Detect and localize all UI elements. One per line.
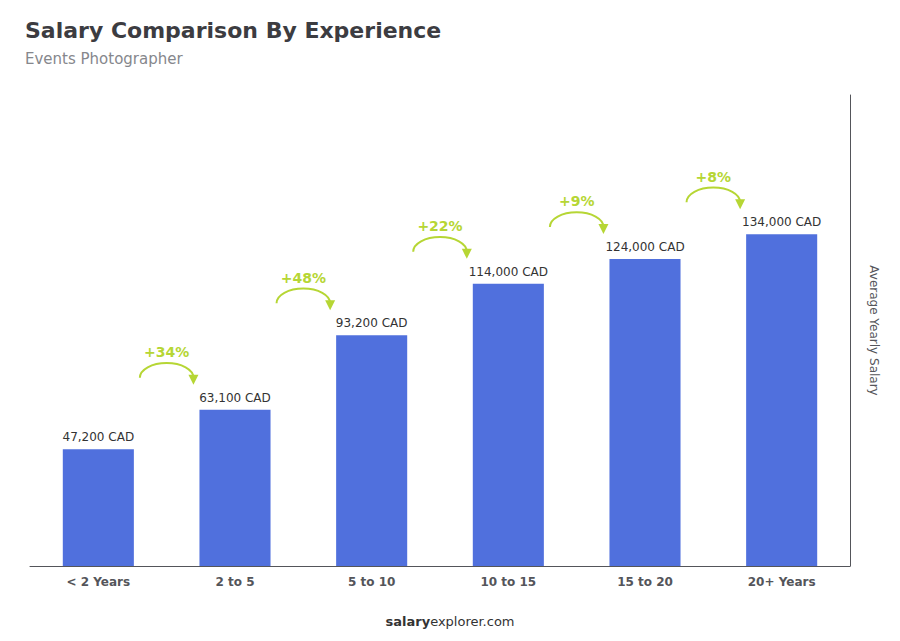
svg-text:5 to 10: 5 to 10 [348,575,395,589]
svg-text:+22%: +22% [417,218,462,234]
svg-text:+48%: +48% [281,270,326,286]
svg-text:47,200 CAD: 47,200 CAD [63,430,135,444]
svg-text:+8%: +8% [696,169,732,185]
svg-text:explorer.com: explorer.com [430,614,514,629]
svg-text:63,100 CAD: 63,100 CAD [199,391,271,405]
svg-text:93,200 CAD: 93,200 CAD [336,316,408,330]
svg-text:Salary Comparison By Experienc: Salary Comparison By Experience [25,18,441,43]
svg-text:134,000 CAD: 134,000 CAD [742,215,821,229]
svg-text:10 to 15: 10 to 15 [480,575,536,589]
svg-text:2 to 5: 2 to 5 [215,575,254,589]
svg-text:salary: salary [385,614,430,629]
svg-text:Events Photographer: Events Photographer [25,50,183,68]
svg-text:+9%: +9% [559,193,595,209]
svg-text:114,000 CAD: 114,000 CAD [469,265,548,279]
svg-text:124,000 CAD: 124,000 CAD [605,240,684,254]
svg-text:15 to 20: 15 to 20 [617,575,673,589]
svg-text:+34%: +34% [144,344,189,360]
svg-text:20+ Years: 20+ Years [748,575,816,589]
svg-text:< 2 Years: < 2 Years [67,575,131,589]
svg-text:Average Yearly Salary: Average Yearly Salary [867,265,881,395]
